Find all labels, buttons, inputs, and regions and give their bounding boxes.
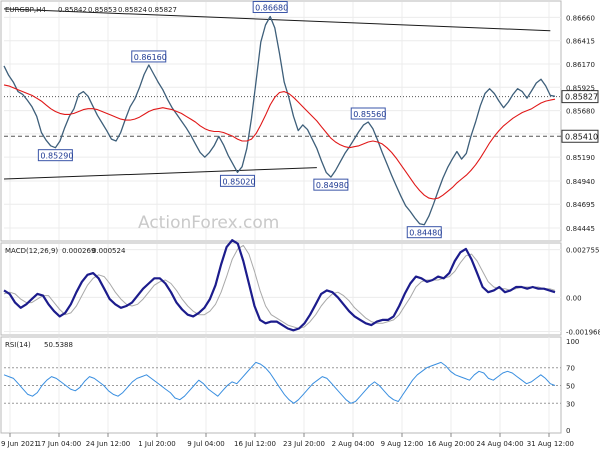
ohlc-high: 0.85853 bbox=[88, 6, 117, 14]
x-tick-label: 2 Aug 04:00 bbox=[332, 440, 375, 448]
macd-signal-value: 0.000524 bbox=[92, 247, 126, 255]
price-grid bbox=[4, 2, 561, 240]
x-tick-label: 16 Jul 12:00 bbox=[234, 440, 276, 448]
rsi-value: 50.5388 bbox=[44, 341, 73, 349]
trendline bbox=[3, 8, 551, 32]
rsi-line bbox=[3, 361, 556, 404]
x-tick-label: 23 Jul 20:00 bbox=[283, 440, 325, 448]
ohlc-close: 0.85827 bbox=[148, 6, 177, 14]
price-series bbox=[3, 15, 556, 226]
price-level-tag-text: 0.85410 bbox=[565, 132, 598, 141]
price-levels: 0.85410 bbox=[4, 96, 599, 143]
current-price-box bbox=[561, 90, 599, 104]
rsi-series bbox=[3, 361, 556, 404]
rsi-y-tick-label: 30 bbox=[566, 400, 575, 408]
macd-series bbox=[3, 239, 556, 332]
price-y-tick-label: 0.86660 bbox=[566, 14, 595, 22]
x-tick-label: 31 Aug 12:00 bbox=[527, 440, 574, 448]
watermark: ActionForex.com bbox=[138, 213, 279, 233]
current-price-tag: 0.85827 bbox=[561, 90, 599, 104]
trendline bbox=[3, 167, 317, 180]
swing-label: 0.84980 bbox=[316, 181, 349, 190]
price-y-tick-label: 0.86415 bbox=[566, 38, 595, 46]
price-header: EURGBP,H4 0.85842 0.85853 0.85824 0.8582… bbox=[5, 6, 177, 14]
moving-average-line bbox=[3, 84, 556, 200]
macd-line bbox=[3, 239, 556, 332]
macd-y-ticks: 0.002755 0.00 -0.001968 bbox=[566, 247, 600, 337]
rsi-y-tick-label: 100 bbox=[566, 338, 579, 346]
swing-label: 0.85560 bbox=[353, 110, 386, 119]
rsi-y-ticks: 100 70 50 30 0 bbox=[566, 338, 579, 435]
rsi-y-tick-label: 70 bbox=[566, 365, 575, 373]
swing-label-box bbox=[252, 1, 288, 14]
price-y-ticks: 0.86660 0.86415 0.86170 0.85925 0.85680 0.854… bbox=[566, 14, 595, 233]
x-tick-label: 16 Aug 20:00 bbox=[427, 440, 474, 448]
current-price-text: 0.85827 bbox=[565, 93, 598, 102]
rsi-grid bbox=[4, 337, 561, 432]
swing-label-box bbox=[37, 149, 73, 162]
macd-name: MACD(12,26,9) bbox=[5, 247, 58, 255]
price-y-tick-label: 0.84940 bbox=[566, 178, 595, 186]
rsi-name: RSI(14) bbox=[5, 341, 31, 349]
macd-header: MACD(12,26,9) 0.000269 0.000524 bbox=[5, 247, 126, 255]
price-y-tick-label: 0.84695 bbox=[566, 201, 595, 209]
price-pane bbox=[0, 0, 562, 242]
rsi-header: RSI(14) 50.5388 bbox=[5, 341, 73, 349]
x-tick-label: 24 Jun 12:00 bbox=[86, 440, 130, 448]
x-tick-label: 1 Jul 20:00 bbox=[138, 440, 176, 448]
price-line bbox=[3, 15, 556, 226]
price-level-tag bbox=[561, 129, 599, 143]
x-tick-label: 24 Aug 04:00 bbox=[476, 440, 523, 448]
ohlc-open: 0.85842 bbox=[58, 6, 87, 14]
macd-y-tick-label: -0.001968 bbox=[566, 328, 600, 336]
swing-label: 0.86680 bbox=[255, 4, 288, 13]
x-tick-label: 9 Jul 04:00 bbox=[187, 440, 225, 448]
swing-label-box bbox=[350, 107, 386, 120]
macd-grid bbox=[4, 244, 561, 334]
rsi-y-tick-label: 0 bbox=[566, 427, 570, 435]
macd-value: 0.000269 bbox=[62, 247, 95, 255]
price-y-tick-label: 0.86170 bbox=[566, 61, 595, 69]
x-tick-label: 9 Aug 12:00 bbox=[381, 440, 424, 448]
ohlc-low: 0.85824 bbox=[118, 6, 147, 14]
trendlines bbox=[3, 8, 551, 180]
swing-label-box bbox=[131, 50, 167, 63]
macd-pane bbox=[0, 242, 562, 336]
price-annotations: 0.85290 0.86160 0.85020 0.86680 0.84980 0.855… bbox=[37, 1, 442, 239]
price-y-tick-label: 0.85925 bbox=[566, 84, 595, 92]
x-tick-label: 9 Jun 2021 bbox=[1, 440, 39, 448]
macd-y-tick-label: 0.00 bbox=[566, 294, 582, 302]
swing-label: 0.85290 bbox=[40, 152, 73, 161]
x-tick-label: 17 Jun 04:00 bbox=[37, 440, 81, 448]
symbol-label: EURGBP,H4 bbox=[5, 6, 46, 14]
macd-y-tick-label: 0.002755 bbox=[566, 247, 599, 255]
swing-label: 0.85020 bbox=[222, 177, 255, 186]
price-y-tick-label: 0.85190 bbox=[566, 154, 595, 162]
swing-label-box bbox=[219, 174, 255, 187]
swing-label: 0.86160 bbox=[134, 53, 167, 62]
price-y-tick-label: 0.85680 bbox=[566, 108, 595, 116]
price-y-tick-label: 0.84445 bbox=[566, 225, 595, 233]
swing-label-box bbox=[406, 226, 442, 239]
rsi-y-tick-label: 50 bbox=[566, 383, 575, 391]
swing-label: 0.84480 bbox=[409, 229, 442, 238]
swing-label-box bbox=[313, 178, 349, 191]
